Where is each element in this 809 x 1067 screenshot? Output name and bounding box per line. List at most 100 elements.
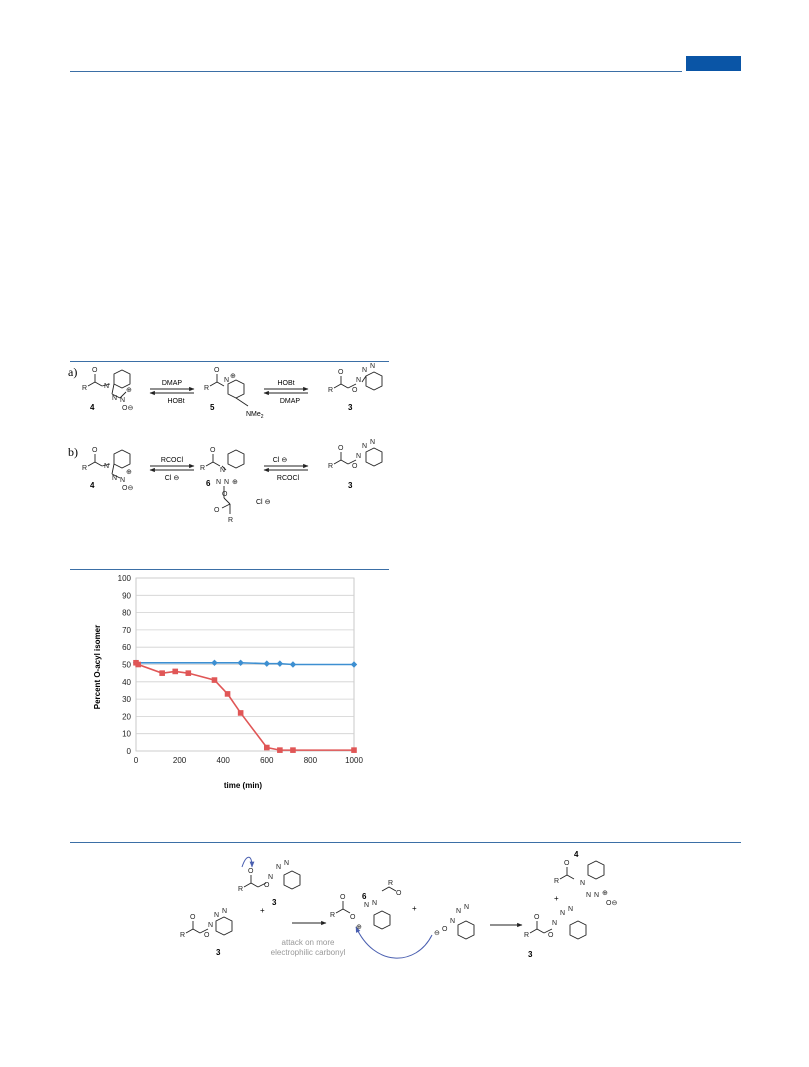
svg-text:O: O — [564, 860, 570, 867]
chart-y-tick-label: 100 — [118, 574, 132, 583]
svg-text:N: N — [112, 475, 117, 482]
mech-annotation-line2: electrophilic carbonyl — [271, 948, 346, 957]
chart-point — [264, 744, 270, 751]
chart-y-tick-label: 50 — [122, 661, 131, 670]
svg-text:O: O — [396, 890, 402, 897]
svg-text:R: R — [388, 880, 393, 887]
scheme-a-reagent1-top: DMAP — [162, 380, 183, 387]
svg-text:R: R — [228, 517, 233, 524]
svg-text:R: R — [554, 878, 559, 885]
chart-series-line-2 — [135, 662, 354, 751]
scheme-b-counterion: Cl ⊖ — [256, 499, 271, 506]
chart-y-tick-label: 0 — [127, 747, 132, 756]
svg-text:N: N — [112, 395, 117, 402]
chart-point — [224, 691, 231, 697]
svg-text:R: R — [524, 932, 529, 939]
svg-text:O: O — [210, 447, 216, 454]
chart-x-tick-label: 200 — [173, 756, 187, 765]
scheme-b-cmpd-6: 6 — [206, 479, 211, 488]
chart-point — [263, 660, 270, 667]
mech-cmpd-4: 4 — [574, 850, 579, 859]
chart-point — [350, 661, 358, 668]
svg-text:R: R — [328, 463, 333, 470]
scheme-a-reagent2-top: HOBt — [277, 380, 294, 387]
svg-text:O: O — [92, 447, 98, 454]
svg-text:⊕: ⊕ — [232, 479, 238, 486]
svg-text:O: O — [548, 932, 554, 939]
chart-x-tick-label: 400 — [217, 756, 231, 765]
chart-point — [351, 747, 357, 753]
svg-text:N: N — [364, 902, 369, 909]
chart-point — [135, 661, 141, 668]
svg-text:O: O — [350, 914, 356, 921]
scheme-b-reagent2-top: Cl ⊖ — [273, 457, 288, 464]
svg-text:N: N — [586, 892, 591, 899]
chart-y-tick-label: 70 — [122, 626, 131, 635]
mech-cmpd-3-left: 3 — [216, 948, 221, 957]
chart-x-axis-label: time (min) — [224, 781, 263, 790]
chart-y-tick-label: 30 — [122, 695, 131, 704]
chart-x-tick-label: 600 — [260, 756, 274, 765]
scheme-a-cmpd-5: 5 — [210, 403, 215, 412]
chart-x-tick-label: 0 — [134, 756, 139, 765]
svg-text:O⊖: O⊖ — [122, 485, 133, 492]
chart-point — [159, 670, 165, 676]
svg-text:O: O — [442, 926, 448, 933]
mechanism-figure: ROO NNN ROO NNN ROO ⊕N N RO ⊖O NNN RO NN N… — [180, 850, 617, 959]
svg-text:O: O — [534, 914, 540, 921]
chart-point — [277, 747, 283, 753]
svg-text:N: N — [456, 908, 461, 915]
svg-text:N: N — [356, 377, 361, 384]
mech-cmpd-3-top: 3 — [272, 898, 277, 907]
svg-text:N: N — [362, 367, 367, 374]
svg-text:O: O — [92, 367, 98, 374]
svg-text:O: O — [338, 369, 344, 376]
svg-text:N: N — [216, 479, 221, 486]
svg-text:N: N — [104, 463, 109, 470]
svg-text:R: R — [200, 465, 205, 472]
svg-text:N: N — [224, 377, 229, 384]
nme2-group: NMe2 — [246, 411, 264, 420]
svg-text:O: O — [214, 507, 220, 514]
svg-text:N: N — [594, 892, 599, 899]
chart-point — [172, 668, 179, 675]
svg-text:N: N — [224, 479, 229, 486]
mech-cmpd-3-right: 3 — [528, 950, 533, 959]
chart-y-tick-label: 80 — [122, 609, 131, 618]
chart-point — [211, 677, 218, 683]
svg-text:N: N — [464, 904, 469, 911]
svg-text:R: R — [82, 465, 87, 472]
chart-y-tick-label: 40 — [122, 678, 131, 687]
scheme-b-reagent1-bottom: Cl ⊖ — [165, 475, 180, 482]
chart-point — [237, 710, 244, 716]
svg-text:O: O — [340, 894, 346, 901]
svg-text:R: R — [328, 387, 333, 394]
svg-text:O⊖: O⊖ — [122, 405, 133, 412]
svg-text:N: N — [560, 910, 565, 917]
svg-text:O: O — [214, 367, 220, 374]
chart-point — [289, 661, 297, 668]
svg-text:N: N — [580, 880, 585, 887]
svg-text:⊕: ⊕ — [602, 890, 608, 897]
mech-annotation-line1: attack on more — [282, 938, 335, 947]
svg-text:N: N — [370, 363, 375, 370]
svg-text:O: O — [264, 882, 270, 889]
chart-rule — [70, 569, 389, 570]
mech-plus-3: + — [554, 894, 559, 903]
svg-text:O: O — [222, 491, 228, 498]
scheme-b-reagent2-bottom: RCOCl — [277, 475, 300, 482]
svg-text:N: N — [372, 900, 377, 907]
scheme-a-label: a) — [68, 365, 77, 379]
svg-text:N: N — [450, 918, 455, 925]
svg-text:N: N — [284, 860, 289, 867]
svg-text:N: N — [222, 908, 227, 915]
scheme-figure: a) RO NN N ⊕O⊖ RO N⊕ ROO NNN NMe2 DMAP HO… — [68, 363, 383, 524]
scheme-a-reagent2-bottom: DMAP — [280, 398, 301, 405]
mechanism-rule — [70, 842, 741, 843]
svg-text:N: N — [276, 864, 281, 871]
svg-text:⊕: ⊕ — [356, 924, 362, 931]
svg-text:R: R — [204, 385, 209, 392]
svg-text:O: O — [204, 932, 210, 939]
svg-text:O⊖: O⊖ — [606, 900, 617, 907]
